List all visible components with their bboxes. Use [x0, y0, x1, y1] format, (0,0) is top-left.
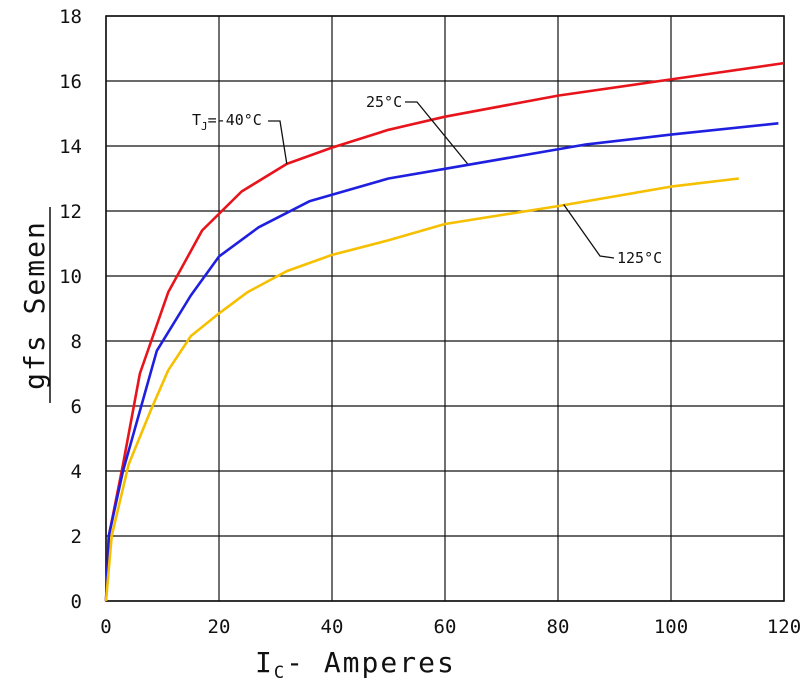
y-tick-label: 8 [71, 331, 82, 353]
annotation-tj-40c: TJ=-40°C [192, 111, 262, 133]
x-tick-label: 60 [434, 616, 457, 638]
y-tick-label: 16 [59, 71, 82, 93]
x-tick-label: 40 [321, 616, 344, 638]
plot-area [105, 15, 785, 602]
annotation-125c: 125°C [617, 249, 662, 267]
x-axis-label: IC- Amperes [255, 646, 456, 683]
x-tick-label: 80 [547, 616, 570, 638]
leader-25c [405, 101, 469, 165]
leader-tj-40c [268, 120, 288, 165]
series-line-125-c [104, 177, 739, 602]
annotation-leaders [268, 101, 615, 259]
x-tick-label: 120 [767, 616, 801, 638]
y-tick-label: 10 [59, 266, 82, 288]
x-tick-label: 0 [100, 616, 111, 638]
grid-lines [105, 15, 785, 602]
plot-border [105, 15, 785, 602]
series-line-25-c [104, 122, 779, 602]
y-tick-label: 0 [71, 591, 82, 613]
series-lines [104, 61, 785, 602]
y-tick-label: 18 [59, 6, 82, 28]
x-tick-label: 100 [654, 616, 688, 638]
y-tick-label: 6 [71, 396, 82, 418]
y-tick-label: 4 [71, 461, 82, 483]
annotation-25c: 25°C [366, 93, 402, 111]
x-tick-label: 20 [208, 616, 231, 638]
y-tick-label: 12 [59, 201, 82, 223]
y-axis-label-group: gfs Semen [18, 207, 51, 403]
y-tick-label: 2 [71, 526, 82, 548]
y-tick-label: 14 [59, 136, 82, 158]
x-tick-labels: 0 20 40 60 80 100 120 [100, 616, 801, 638]
leader-125c [563, 204, 615, 259]
series-line-tj-40-c [104, 61, 785, 602]
y-tick-labels: 0 2 4 6 8 10 12 14 16 18 [59, 6, 82, 613]
y-axis-label: gfs Semen [18, 220, 51, 390]
